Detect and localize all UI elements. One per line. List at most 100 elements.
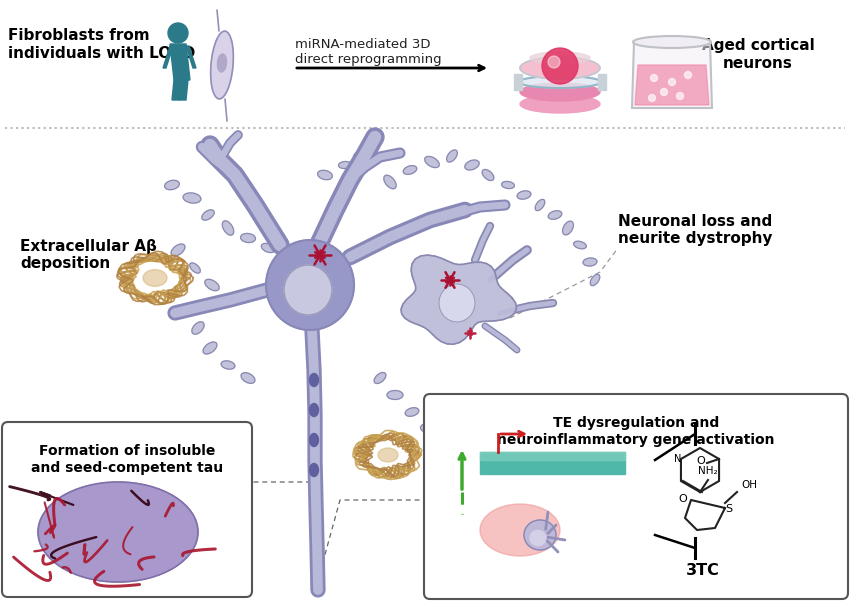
- Text: and seed-competent tau: and seed-competent tau: [31, 461, 223, 475]
- Text: Neuronal loss and
neurite dystrophy: Neuronal loss and neurite dystrophy: [618, 214, 773, 246]
- Polygon shape: [632, 42, 712, 108]
- Ellipse shape: [453, 456, 467, 464]
- Text: neuroinflammatory gene activation: neuroinflammatory gene activation: [497, 433, 774, 447]
- Circle shape: [542, 48, 578, 84]
- Polygon shape: [186, 46, 196, 68]
- Ellipse shape: [530, 531, 546, 546]
- Text: OH: OH: [741, 480, 757, 490]
- Polygon shape: [635, 65, 709, 105]
- Polygon shape: [172, 80, 181, 100]
- Ellipse shape: [446, 150, 457, 162]
- Ellipse shape: [538, 476, 552, 484]
- Ellipse shape: [318, 170, 332, 180]
- Ellipse shape: [218, 54, 227, 72]
- Ellipse shape: [261, 243, 275, 252]
- Ellipse shape: [354, 150, 366, 160]
- Ellipse shape: [439, 441, 451, 448]
- Ellipse shape: [183, 193, 201, 203]
- Circle shape: [660, 88, 667, 96]
- Text: NH₂: NH₂: [698, 466, 717, 476]
- Ellipse shape: [520, 95, 600, 113]
- Text: miRNA-mediated 3D: miRNA-mediated 3D: [295, 38, 430, 52]
- Ellipse shape: [480, 504, 560, 556]
- Bar: [598, 74, 606, 90]
- Text: TE dysregulation and: TE dysregulation and: [552, 416, 719, 430]
- Ellipse shape: [520, 57, 600, 79]
- Ellipse shape: [223, 221, 234, 235]
- Bar: [480, 452, 625, 474]
- Ellipse shape: [241, 373, 255, 383]
- FancyBboxPatch shape: [2, 422, 252, 597]
- Ellipse shape: [502, 182, 514, 189]
- Circle shape: [168, 23, 188, 43]
- Ellipse shape: [181, 304, 195, 312]
- Text: neurons: neurons: [723, 56, 793, 71]
- Ellipse shape: [590, 274, 600, 285]
- Circle shape: [650, 75, 658, 82]
- Text: S: S: [725, 504, 733, 514]
- Ellipse shape: [309, 433, 319, 447]
- Text: Formation of insoluble: Formation of insoluble: [39, 444, 215, 458]
- Ellipse shape: [633, 36, 711, 48]
- Text: Aged cortical: Aged cortical: [701, 38, 814, 53]
- Polygon shape: [170, 44, 190, 80]
- Ellipse shape: [482, 169, 494, 180]
- Ellipse shape: [384, 175, 396, 189]
- Text: O: O: [697, 456, 706, 466]
- Ellipse shape: [241, 233, 256, 243]
- Ellipse shape: [439, 284, 475, 322]
- FancyBboxPatch shape: [424, 394, 848, 599]
- Ellipse shape: [266, 240, 354, 330]
- Ellipse shape: [201, 210, 214, 220]
- Circle shape: [677, 93, 683, 100]
- Ellipse shape: [387, 391, 403, 400]
- Ellipse shape: [284, 265, 332, 315]
- Text: Extracellular Aβ
deposition: Extracellular Aβ deposition: [20, 239, 157, 271]
- Ellipse shape: [309, 463, 319, 477]
- Ellipse shape: [374, 373, 386, 383]
- Ellipse shape: [211, 31, 234, 99]
- Ellipse shape: [548, 211, 562, 219]
- Ellipse shape: [38, 482, 198, 582]
- Ellipse shape: [190, 263, 201, 273]
- Polygon shape: [685, 500, 725, 530]
- Ellipse shape: [221, 361, 235, 369]
- Text: N: N: [674, 454, 682, 464]
- Text: direct reprogramming: direct reprogramming: [295, 53, 442, 67]
- Ellipse shape: [309, 373, 319, 386]
- Ellipse shape: [143, 270, 167, 287]
- Ellipse shape: [523, 480, 533, 490]
- Ellipse shape: [425, 156, 439, 168]
- Ellipse shape: [519, 76, 601, 88]
- Circle shape: [684, 72, 692, 79]
- Ellipse shape: [405, 407, 419, 416]
- Ellipse shape: [171, 244, 185, 256]
- Ellipse shape: [524, 520, 556, 550]
- Text: 3TC: 3TC: [686, 563, 720, 578]
- Text: individuals with LOAD: individuals with LOAD: [8, 46, 196, 61]
- Bar: [514, 74, 522, 90]
- Ellipse shape: [517, 191, 531, 199]
- Ellipse shape: [552, 468, 568, 477]
- Polygon shape: [179, 80, 188, 100]
- Circle shape: [649, 94, 655, 102]
- Ellipse shape: [378, 448, 398, 462]
- Ellipse shape: [192, 322, 204, 334]
- Ellipse shape: [165, 180, 179, 190]
- Ellipse shape: [421, 424, 435, 433]
- Circle shape: [668, 79, 676, 85]
- Ellipse shape: [530, 52, 590, 64]
- Ellipse shape: [505, 478, 519, 486]
- Circle shape: [548, 56, 560, 68]
- Ellipse shape: [583, 258, 597, 266]
- Ellipse shape: [489, 474, 501, 481]
- Polygon shape: [401, 255, 517, 344]
- Text: Fibroblasts from: Fibroblasts from: [8, 28, 150, 43]
- Ellipse shape: [338, 162, 352, 168]
- Ellipse shape: [403, 166, 416, 174]
- Ellipse shape: [203, 342, 217, 354]
- Text: O: O: [678, 494, 688, 504]
- Ellipse shape: [520, 83, 600, 101]
- Ellipse shape: [563, 221, 574, 235]
- Ellipse shape: [205, 279, 219, 291]
